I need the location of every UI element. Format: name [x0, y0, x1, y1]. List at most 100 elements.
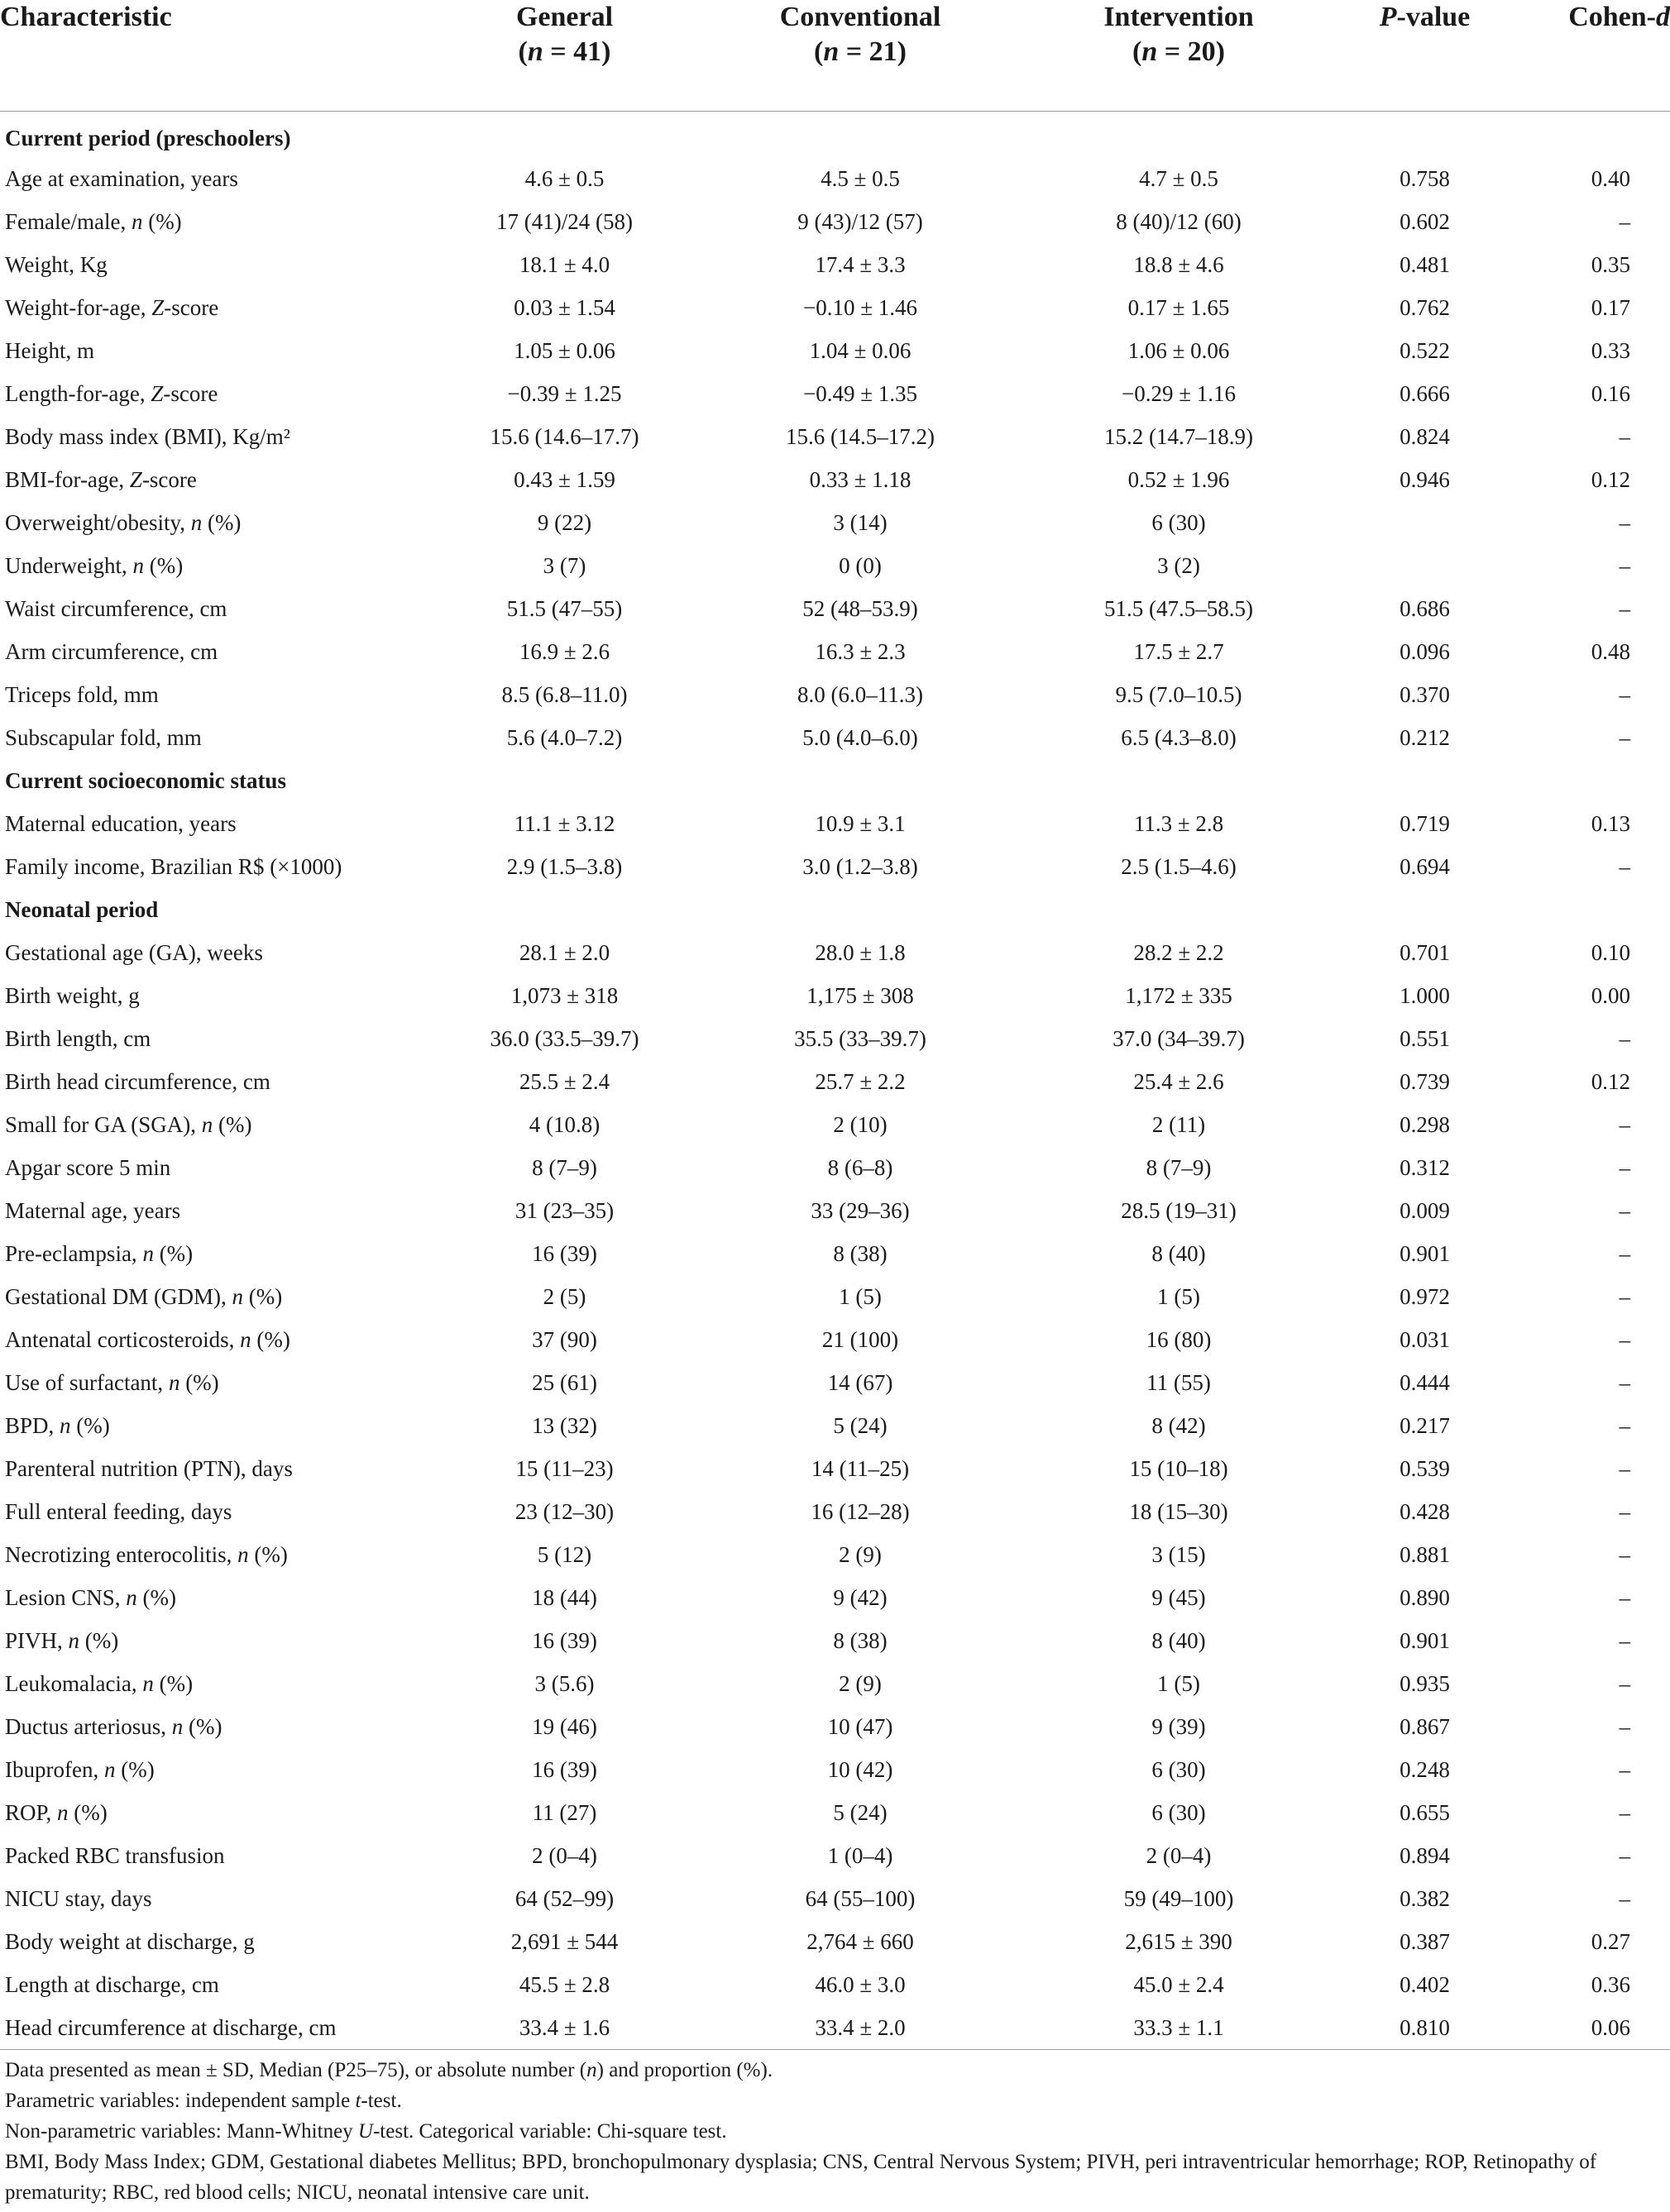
cell-pvalue: 0.096 — [1400, 639, 1450, 664]
header-conventional-label: Conventional — [779, 2, 941, 32]
cell-pvalue: 1.000 — [1400, 983, 1450, 1008]
cell-pvalue: 0.666 — [1400, 381, 1450, 406]
cell-intervention: 17.5 ± 2.7 — [1133, 639, 1224, 664]
cell-conventional: 33 (29–36) — [811, 1198, 910, 1223]
cell-pvalue: 0.551 — [1400, 1026, 1450, 1051]
cell-general: 5 (12) — [537, 1542, 592, 1567]
table-row: Age at examination, years 4.6 ± 0.5 4.5 ± … — [0, 158, 1670, 201]
cell-conventional: 10 (47) — [827, 1714, 893, 1739]
cell-conventional: 46.0 ± 3.0 — [815, 1972, 906, 1997]
cell-general: 4 (10.8) — [529, 1112, 601, 1137]
table-row: Parenteral nutrition (PTN), days 15 (11–2… — [0, 1448, 1670, 1491]
cell-intervention: 15 (10–18) — [1129, 1456, 1228, 1481]
cell-general: −0.39 ± 1.25 — [507, 381, 622, 406]
cell-characteristic: PIVH, n (%) — [5, 1628, 119, 1653]
table-row: BMI-for-age, Z-score 0.43 ± 1.59 0.33 ± 1.… — [0, 459, 1670, 502]
cell-conventional: 25.7 ± 2.2 — [815, 1069, 906, 1094]
cell-characteristic: Antenatal corticosteroids, n (%) — [5, 1327, 290, 1352]
table-row: Full enteral feeding, days 23 (12–30) 16 (… — [0, 1491, 1670, 1534]
cell-conventional: 10 (42) — [827, 1757, 893, 1782]
cell-intervention: 6.5 (4.3–8.0) — [1121, 725, 1237, 750]
cell-cohen-d: – — [1619, 1628, 1631, 1653]
cell-cohen-d: – — [1619, 1886, 1631, 1911]
cell-characteristic: Use of surfactant, n (%) — [5, 1370, 219, 1395]
header-conventional: Conventional (n = 21) — [699, 0, 1022, 112]
table-row: Lesion CNS, n (%) 18 (44) 9 (42) 9 (45) 0.89… — [0, 1577, 1670, 1620]
cell-intervention: 2 (11) — [1151, 1112, 1206, 1137]
cell-intervention: 8 (7–9) — [1146, 1155, 1212, 1180]
cell-cohen-d: 0.00 — [1591, 983, 1630, 1008]
table-row: NICU stay, days 64 (52–99) 64 (55–100) 59 (… — [0, 1878, 1670, 1921]
section-header-row: Current socioeconomic status — [0, 760, 1670, 803]
table-row: Ductus arteriosus, n (%) 19 (46) 10 (47) 9 … — [0, 1706, 1670, 1749]
cell-pvalue: 0.824 — [1400, 424, 1450, 449]
cell-pvalue: 0.881 — [1400, 1542, 1450, 1567]
cell-cohen-d: 0.16 — [1591, 381, 1630, 406]
table-row: Head circumference at discharge, cm 33.4 … — [0, 2006, 1670, 2050]
cell-cohen-d: – — [1619, 1542, 1631, 1567]
cell-pvalue: 0.946 — [1400, 467, 1450, 492]
cell-cohen-d: – — [1619, 1499, 1631, 1524]
cell-pvalue: 0.370 — [1400, 682, 1450, 707]
header-general: General (n = 41) — [430, 0, 699, 112]
cell-characteristic: Length at discharge, cm — [5, 1972, 219, 1997]
cell-general: 2,691 ± 544 — [510, 1929, 619, 1954]
cell-pvalue: 0.009 — [1400, 1198, 1450, 1223]
header-intervention-label: Intervention — [1103, 2, 1254, 32]
cell-intervention: 37.0 (34–39.7) — [1113, 1026, 1245, 1051]
cell-pvalue: 0.701 — [1400, 940, 1450, 965]
cell-general: 2 (0–4) — [532, 1843, 597, 1868]
table-row: Body weight at discharge, g 2,691 ± 544 2,… — [0, 1921, 1670, 1964]
cell-intervention: 2 (0–4) — [1146, 1843, 1212, 1868]
cell-conventional: 14 (11–25) — [811, 1456, 910, 1481]
footnote: Parametric variables: independent sample… — [5, 2090, 402, 2112]
table-row: Gestational age (GA), weeks 28.1 ± 2.0 28.… — [0, 932, 1670, 975]
cell-conventional: 8 (38) — [833, 1628, 888, 1653]
section-header-row: Neonatal period — [0, 889, 1670, 932]
cell-intervention: 0.17 ± 1.65 — [1127, 295, 1230, 320]
cell-intervention: 1 (5) — [1157, 1671, 1200, 1696]
cell-general: 37 (90) — [532, 1327, 597, 1352]
cell-conventional: 0.33 ± 1.18 — [809, 467, 912, 492]
table-row: Use of surfactant, n (%) 25 (61) 14 (67) 11… — [0, 1362, 1670, 1405]
cell-general: 8 (7–9) — [532, 1155, 597, 1180]
cell-intervention: 18.8 ± 4.6 — [1133, 252, 1224, 277]
cell-general: 16 (39) — [532, 1757, 597, 1782]
table-row: ROP, n (%) 11 (27) 5 (24) 6 (30) 0.655 – — [0, 1792, 1670, 1835]
header-cohen-d: Cohen-d — [1514, 0, 1670, 112]
cell-general: 15.6 (14.6–17.7) — [490, 424, 639, 449]
section-header-row: Current period (preschoolers) — [0, 112, 1670, 158]
cell-general: 16 (39) — [532, 1628, 597, 1653]
cell-cohen-d: – — [1619, 424, 1631, 449]
cell-conventional: 2 (9) — [839, 1542, 882, 1567]
cell-cohen-d: – — [1619, 1370, 1631, 1395]
cell-cohen-d: – — [1619, 1671, 1631, 1696]
cell-intervention: 0.52 ± 1.96 — [1127, 467, 1230, 492]
cell-intervention: 4.7 ± 0.5 — [1139, 166, 1218, 191]
cell-pvalue: 0.739 — [1400, 1069, 1450, 1094]
cell-characteristic: Length-for-age, Z-score — [5, 381, 218, 406]
cell-general: 64 (52–99) — [514, 1886, 615, 1911]
cell-cohen-d: 0.17 — [1591, 295, 1630, 320]
cell-general: 2.9 (1.5–3.8) — [506, 854, 623, 879]
table-row: Antenatal corticosteroids, n (%) 37 (90) 2… — [0, 1319, 1670, 1362]
table-row: Necrotizing enterocolitis, n (%) 5 (12) 2 … — [0, 1534, 1670, 1577]
cell-characteristic: Pre-eclampsia, n (%) — [5, 1241, 194, 1266]
cell-intervention: 3 (2) — [1157, 553, 1200, 578]
cell-conventional: −0.49 ± 1.35 — [802, 381, 918, 406]
cell-pvalue: 0.298 — [1400, 1112, 1450, 1137]
table-row: Pre-eclampsia, n (%) 16 (39) 8 (38) 8 (40) 0… — [0, 1233, 1670, 1276]
cell-characteristic: Leukomalacia, n (%) — [5, 1671, 194, 1696]
footnote: BMI, Body Mass Index; GDM, Gestational d… — [5, 2151, 1597, 2204]
cell-characteristic: ROP, n (%) — [5, 1800, 108, 1825]
cell-conventional: 5 (24) — [833, 1800, 888, 1825]
cell-pvalue: 0.031 — [1400, 1327, 1450, 1352]
cell-conventional: 2 (9) — [839, 1671, 882, 1696]
cell-pvalue: 0.481 — [1400, 252, 1450, 277]
cell-conventional: 3.0 (1.2–3.8) — [802, 854, 918, 879]
cell-general: 13 (32) — [532, 1413, 597, 1438]
cell-characteristic: BPD, n (%) — [5, 1413, 110, 1438]
cell-characteristic: Maternal age, years — [5, 1198, 181, 1223]
cell-general: 4.6 ± 0.5 — [524, 166, 605, 191]
cell-characteristic: Height, m — [5, 338, 94, 363]
